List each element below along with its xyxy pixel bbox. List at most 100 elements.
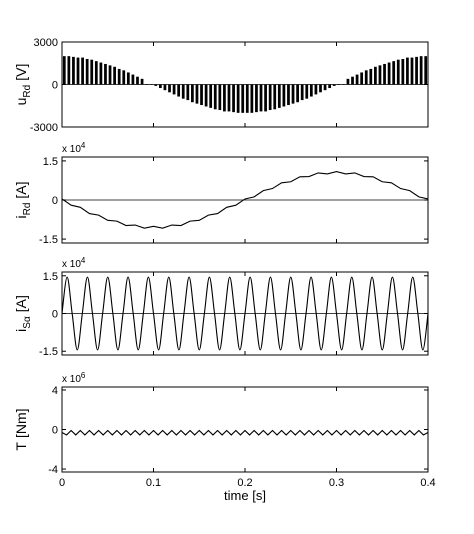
y-axis-label: iSα [A]	[13, 295, 33, 332]
pulse	[351, 76, 354, 85]
pulse	[415, 56, 418, 85]
pulse	[277, 84, 281, 108]
pulse	[67, 56, 71, 85]
pulse	[99, 62, 103, 85]
pulse	[94, 61, 98, 85]
subplot: 1.5 0 -1.5 iRd [A] x 104	[13, 141, 429, 246]
y-label-unit: [V]	[13, 64, 29, 81]
pulse	[131, 74, 135, 85]
pulse	[419, 56, 423, 85]
y-tick-label: 1.5	[43, 156, 58, 168]
y-tick-label: 0	[52, 195, 58, 207]
x-tick-label: 0	[59, 477, 65, 489]
multiplier-exp: 4	[81, 256, 86, 265]
pulse	[378, 65, 382, 85]
pulse	[282, 84, 286, 107]
multiplier-base: x 10	[62, 144, 81, 155]
pulse	[223, 84, 226, 112]
multiplier-exp: 6	[81, 371, 86, 380]
pulse	[62, 56, 66, 85]
pulse	[255, 84, 258, 113]
multiplier-base: x 10	[62, 374, 81, 385]
axis-multiplier: x 104	[62, 256, 86, 270]
x-tick-label: 0.4	[420, 477, 435, 489]
subplot: 1.5 0 -1.5 iSα [A] x 104	[13, 256, 429, 358]
pulse	[85, 59, 89, 85]
subplot: 3000 0 -3000 uRd [V]	[13, 37, 429, 134]
pulse	[90, 59, 94, 85]
pulse	[332, 84, 336, 86]
y-tick-label: 4	[52, 385, 58, 397]
y-axis-label: iRd [A]	[13, 181, 33, 218]
pulse	[387, 62, 391, 85]
pulse	[250, 84, 254, 113]
pulse	[268, 84, 272, 110]
y-label-main: u	[13, 98, 29, 106]
y-label-sub: Sα	[22, 316, 33, 329]
pulse	[209, 84, 213, 108]
multiplier-exp: 4	[81, 141, 86, 150]
pulse	[76, 57, 80, 85]
pulse	[191, 84, 194, 103]
y-tick-label: 0	[52, 425, 58, 437]
pulse	[154, 84, 158, 86]
y-label-unit: [A]	[13, 295, 29, 312]
multiplier-base: x 10	[62, 259, 81, 270]
pulse	[236, 84, 240, 113]
axis-multiplier: x 104	[62, 141, 86, 155]
pulse	[241, 84, 245, 113]
pulse	[195, 84, 199, 104]
pulse	[213, 84, 217, 110]
pulse	[273, 84, 277, 110]
pulse	[163, 84, 167, 91]
pulse	[287, 84, 290, 106]
y-label-main: T	[13, 442, 29, 451]
pulse	[140, 78, 144, 85]
pulse	[72, 56, 75, 85]
y-tick-label: 0	[52, 80, 58, 92]
pulse	[341, 84, 345, 85]
pulse	[145, 84, 149, 85]
y-label-main: i	[13, 329, 29, 332]
pulse	[200, 84, 203, 106]
pulse	[300, 84, 304, 101]
pulse	[168, 84, 171, 93]
pulse	[410, 57, 414, 85]
pulse	[364, 70, 368, 85]
pulse	[245, 84, 249, 113]
pulse	[122, 70, 126, 85]
pulse	[392, 61, 396, 85]
y-tick-label: -1.5	[39, 234, 58, 246]
pulse	[218, 84, 222, 110]
pulse	[401, 59, 405, 85]
pulse	[314, 84, 318, 95]
y-tick-label: 1.5	[43, 271, 58, 283]
pulse	[227, 84, 231, 112]
pulse	[360, 72, 364, 85]
x-tick-label: 0.1	[146, 477, 161, 489]
y-label-unit: [Nm]	[13, 408, 29, 438]
x-tick-label: 0.2	[237, 477, 252, 489]
pulse	[104, 63, 107, 85]
pulse	[259, 84, 263, 112]
pulse	[204, 84, 208, 107]
pulse	[126, 72, 130, 85]
pulse	[355, 74, 359, 85]
pulse	[406, 57, 409, 85]
y-axis-label: T [Nm]	[13, 408, 29, 450]
pulse	[383, 63, 386, 85]
pulse	[136, 76, 139, 85]
pulse	[264, 84, 267, 112]
series-line	[61, 276, 429, 351]
pulse	[374, 66, 377, 85]
axis-multiplier: x 106	[62, 371, 86, 385]
y-label-main: i	[13, 215, 29, 218]
pulse	[369, 68, 373, 85]
plot-frame	[61, 386, 429, 473]
y-tick-label: -4	[48, 464, 58, 476]
pulse	[177, 84, 181, 97]
y-label-sub: Rd	[22, 85, 33, 98]
pulse	[108, 65, 112, 85]
